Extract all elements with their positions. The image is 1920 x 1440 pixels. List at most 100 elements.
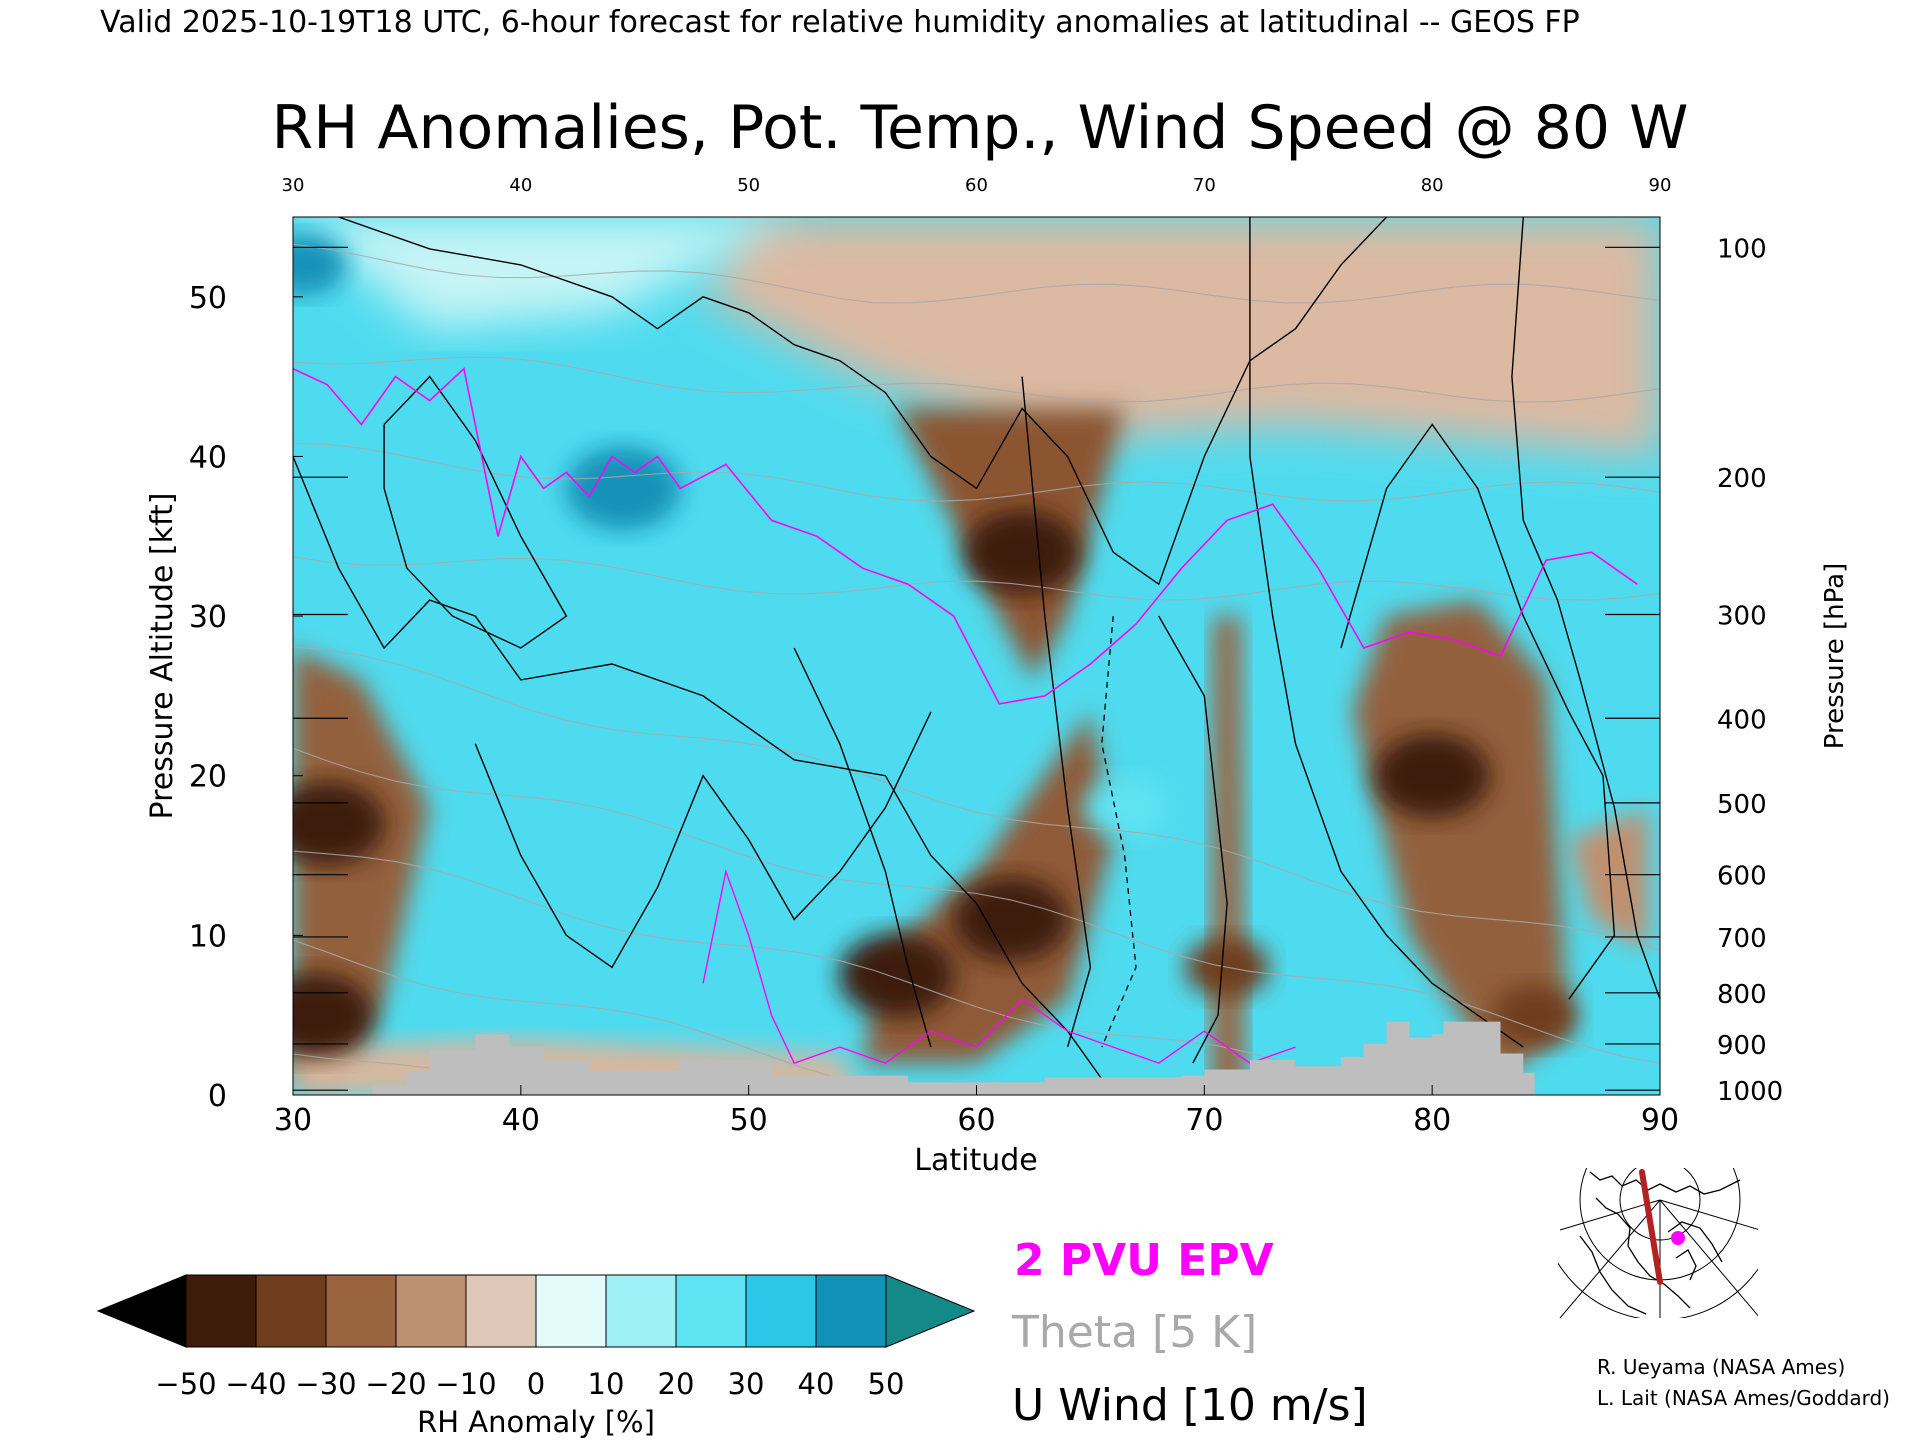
pressure-axis-label: Pressure [hPa] <box>1820 563 1850 750</box>
colorbar-box <box>815 1274 887 1348</box>
u-wind-contours <box>293 217 1660 1095</box>
colorbar-tick-labels: −50 −40 −30 −20 −10 0 10 20 30 40 50 <box>155 1367 904 1401</box>
pv-contour-tropopause <box>293 367 1638 705</box>
theta-contour-340 <box>293 556 1660 601</box>
colorbar-tick-label: 50 <box>868 1367 905 1401</box>
pressure-tick-label: 500 <box>1717 790 1767 820</box>
pressure-tick-label: 100 <box>1717 234 1767 264</box>
colorbar-box <box>325 1274 397 1348</box>
u-wind-contour-5 <box>1249 217 1524 1048</box>
theta-contour-300 <box>293 939 964 1095</box>
pressure-tick-label: 700 <box>1717 924 1767 954</box>
top-tick-label: 70 <box>1193 175 1216 196</box>
rh-region-dry-north <box>1352 600 1569 1080</box>
colorbar-box <box>395 1274 467 1348</box>
legend-theta: Theta [5 K] <box>1011 1307 1257 1358</box>
rh-feature-1 <box>293 973 374 1058</box>
x-tick-label: 90 <box>1641 1103 1679 1138</box>
pressure-tick-label: 300 <box>1717 601 1767 631</box>
u-wind-contour-2 <box>383 375 568 649</box>
rh-region-stratosphere <box>703 217 1660 457</box>
terrain-profile <box>372 1021 1535 1095</box>
colorbar-tick-label: −40 <box>225 1367 286 1401</box>
y-axis-ticks: 0 10 20 30 40 50 <box>189 281 303 1114</box>
pressure-tick-label: 1000 <box>1717 1077 1783 1107</box>
colorbar-over-arrow <box>885 1274 976 1348</box>
rh-feature-10 <box>1082 777 1167 838</box>
colorbar-box <box>535 1274 607 1348</box>
rh-feature-5 <box>1374 733 1491 818</box>
top-tick-label: 90 <box>1649 175 1672 196</box>
theta-contour-330 <box>293 645 1660 951</box>
rh-feature-8 <box>565 446 682 531</box>
colorbar-boxes <box>185 1274 887 1348</box>
x-tick-label: 70 <box>1185 1103 1223 1138</box>
y-tick-label: 0 <box>208 1079 227 1114</box>
theta-contour-350 <box>293 442 1660 502</box>
x-tick-label: 30 <box>274 1103 312 1138</box>
y-tick-label: 50 <box>189 281 227 316</box>
top-tick-label: 30 <box>282 175 305 196</box>
legend-pv: 2 PVU EPV <box>1014 1235 1274 1286</box>
x-tick-label: 50 <box>730 1103 768 1138</box>
terrain-mask <box>372 1021 1535 1095</box>
colorbar-box <box>605 1274 677 1348</box>
colorbar-under-arrow <box>96 1274 187 1348</box>
y-tick-label: 40 <box>189 440 227 475</box>
location-marker-icon <box>1671 1231 1685 1245</box>
rh-feature-3 <box>952 877 1069 962</box>
pressure-tick-label: 600 <box>1717 862 1767 892</box>
u-wind-contour-7 <box>1511 217 1660 1000</box>
theta-contour-320 <box>293 747 1660 1064</box>
colorbar-tick-label: 20 <box>658 1367 695 1401</box>
colorbar-box <box>185 1274 257 1348</box>
colorbar-tick-label: −30 <box>295 1367 356 1401</box>
theta-contours <box>293 243 1660 1095</box>
colorbar-tick-label: −50 <box>155 1367 216 1401</box>
rh-region-dry-pole <box>1568 807 1649 952</box>
top-tick-label: 60 <box>965 175 988 196</box>
x-tick-label: 60 <box>957 1103 995 1138</box>
top-tick-label: 50 <box>737 175 760 196</box>
top-tick-label: 80 <box>1421 175 1444 196</box>
u-wind-contour-0 <box>338 217 1388 586</box>
y-axis-label: Pressure Altitude [kft] <box>145 493 180 820</box>
u-wind-contour-8 <box>1158 615 1228 1064</box>
pv-contour-lower <box>702 868 1296 1064</box>
u-wind-contour-1 <box>293 456 1114 1095</box>
pressure-tick-label: 200 <box>1717 464 1767 494</box>
colorbar-tick-label: 0 <box>527 1367 545 1401</box>
x-axis-label: Latitude <box>914 1143 1037 1178</box>
colorbar-tick-label: −10 <box>435 1367 496 1401</box>
credit-line-1: R. Ueyama (NASA Ames) <box>1597 1355 1845 1379</box>
colorbar-box <box>465 1274 537 1348</box>
x-axis-ticks: 30 40 50 60 70 80 90 <box>274 1085 1679 1138</box>
y-tick-label: 20 <box>189 760 227 795</box>
rh-feature-0 <box>293 781 386 866</box>
colorbar-label: RH Anomaly [%] <box>417 1405 655 1439</box>
map-graticule <box>1558 1168 1758 1318</box>
u-wind-contour-4 <box>1021 376 1092 1048</box>
credit-line-2: L. Lait (NASA Ames/Goddard) <box>1597 1386 1890 1410</box>
legend: 2 PVU EPV Theta [5 K] U Wind [10 m/s] <box>1011 1235 1368 1431</box>
inset-map <box>1558 1168 1758 1318</box>
rh-region-dry-south <box>293 648 430 1080</box>
pressure-tick-label: 400 <box>1717 705 1767 735</box>
x-tick-label: 40 <box>502 1103 540 1138</box>
colorbar-tick-label: 30 <box>728 1367 765 1401</box>
pv-2pvu-contour <box>293 367 1638 1064</box>
theta-contour-370 <box>293 243 1660 304</box>
legend-wind: U Wind [10 m/s] <box>1012 1380 1368 1431</box>
theta-contour-360 <box>293 356 1660 403</box>
u-wind-contour-3 <box>474 711 932 969</box>
top-axis-ticks: 30 40 50 60 70 80 90 <box>282 175 1672 196</box>
cross-section-line <box>1639 1169 1663 1285</box>
x-tick-label: 80 <box>1413 1103 1451 1138</box>
chart-title: RH Anomalies, Pot. Temp., Wind Speed @ 8… <box>272 93 1689 163</box>
pressure-tick-label: 800 <box>1717 980 1767 1010</box>
u-wind-contour-negative <box>1101 616 1137 1048</box>
rh-feature-9 <box>293 234 347 295</box>
u-wind-contour-6 <box>1340 423 1616 1000</box>
rh-feature-2 <box>964 510 1081 595</box>
